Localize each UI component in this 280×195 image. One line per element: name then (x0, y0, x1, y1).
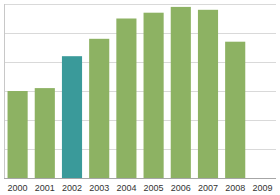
grid-line (4, 4, 276, 5)
x-axis (4, 178, 276, 179)
bar (171, 7, 191, 178)
chart: 2000 2001 2002 2003 2004 2005 2006 2007 2008 2009 (0, 0, 280, 195)
y-axis (4, 4, 5, 178)
bar (89, 39, 109, 178)
bar (35, 88, 55, 178)
x-tick-label: 2005 (144, 183, 164, 193)
x-tick-label: 2002 (62, 183, 82, 193)
x-tick-label: 2007 (198, 183, 218, 193)
bars (8, 7, 246, 178)
grid-line (4, 33, 276, 34)
bar (62, 56, 82, 178)
bar (144, 13, 164, 178)
x-tick-label: 2006 (171, 183, 191, 193)
x-tick-label: 2009 (252, 183, 272, 193)
x-tick-label: 2000 (8, 183, 28, 193)
x-tick-label: 2004 (116, 183, 136, 193)
x-tick-label: 2001 (35, 183, 55, 193)
grid-line (4, 178, 276, 179)
x-tick-label: 2003 (89, 183, 109, 193)
x-tick-label: 2008 (225, 183, 245, 193)
bar (225, 42, 245, 178)
bar (198, 10, 218, 178)
bar (116, 19, 136, 179)
bar (8, 91, 28, 178)
